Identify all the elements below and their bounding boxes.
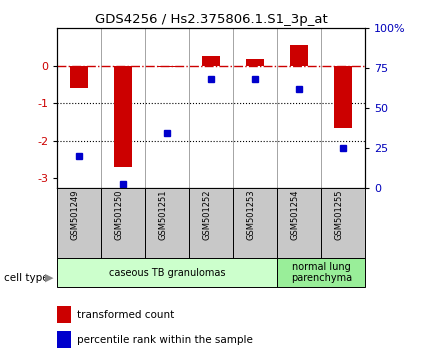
Bar xyxy=(189,188,233,258)
Text: GSM501250: GSM501250 xyxy=(114,190,123,240)
Bar xyxy=(321,188,365,258)
Bar xyxy=(57,306,71,323)
Bar xyxy=(277,188,321,258)
Bar xyxy=(158,66,176,67)
Bar xyxy=(277,258,365,287)
Text: GSM501253: GSM501253 xyxy=(246,190,255,240)
Title: GDS4256 / Hs2.375806.1.S1_3p_at: GDS4256 / Hs2.375806.1.S1_3p_at xyxy=(95,13,327,26)
Text: transformed count: transformed count xyxy=(77,310,174,320)
Bar xyxy=(290,45,308,66)
Bar xyxy=(70,66,88,88)
Text: caseous TB granulomas: caseous TB granulomas xyxy=(109,268,225,278)
Text: GSM501255: GSM501255 xyxy=(334,190,343,240)
Text: GSM501249: GSM501249 xyxy=(70,190,79,240)
Bar xyxy=(202,56,220,66)
Bar xyxy=(114,66,132,167)
Text: cell type: cell type xyxy=(4,273,49,283)
Bar xyxy=(57,331,71,348)
Bar xyxy=(145,188,189,258)
Bar xyxy=(57,258,277,287)
Bar xyxy=(233,188,277,258)
Text: GSM501252: GSM501252 xyxy=(202,190,211,240)
Text: normal lung
parenchyma: normal lung parenchyma xyxy=(291,262,352,284)
Text: GSM501254: GSM501254 xyxy=(290,190,299,240)
Text: percentile rank within the sample: percentile rank within the sample xyxy=(77,335,253,344)
Bar xyxy=(101,188,145,258)
Bar xyxy=(334,66,352,128)
Text: GSM501251: GSM501251 xyxy=(158,190,167,240)
Bar xyxy=(246,59,264,66)
Text: ▶: ▶ xyxy=(45,273,54,283)
Bar xyxy=(57,188,101,258)
